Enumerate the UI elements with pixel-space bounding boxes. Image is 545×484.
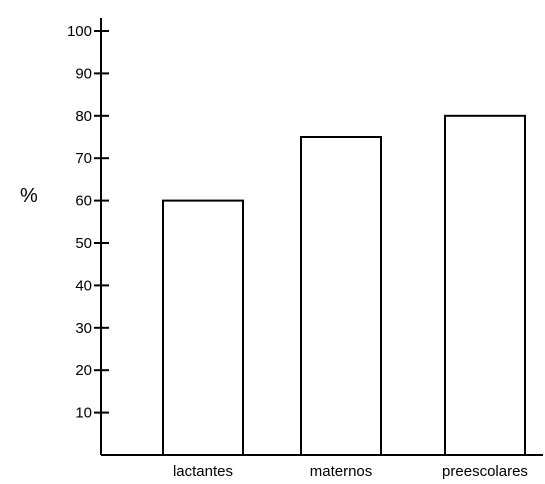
category-label-preescolares: preescolares bbox=[442, 463, 528, 480]
y-tick-label: 80 bbox=[75, 108, 92, 125]
y-axis-ticks: 10 20 30 40 50 60 70 80 90 100 bbox=[67, 23, 109, 422]
y-tick-label: 60 bbox=[75, 193, 92, 210]
bar-maternos bbox=[300, 136, 382, 456]
y-tick-label: 90 bbox=[75, 65, 92, 82]
category-label-maternos: maternos bbox=[310, 463, 373, 480]
y-tick-label: 30 bbox=[75, 320, 92, 337]
bars bbox=[162, 114, 526, 457]
y-tick-label: 10 bbox=[75, 405, 92, 422]
category-label-lactantes: lactantes bbox=[173, 463, 233, 480]
y-tick-label: 20 bbox=[75, 362, 92, 379]
bar-lactantes bbox=[162, 199, 244, 456]
y-tick-label: 40 bbox=[75, 277, 92, 294]
category-labels: lactantes maternos preescolares bbox=[173, 463, 528, 480]
y-tick-label: 50 bbox=[75, 235, 92, 252]
y-tick-label: 70 bbox=[75, 150, 92, 167]
y-tick-label: 100 bbox=[67, 23, 92, 40]
y-axis-label: % bbox=[20, 185, 38, 207]
bar-preescolares bbox=[444, 114, 526, 457]
